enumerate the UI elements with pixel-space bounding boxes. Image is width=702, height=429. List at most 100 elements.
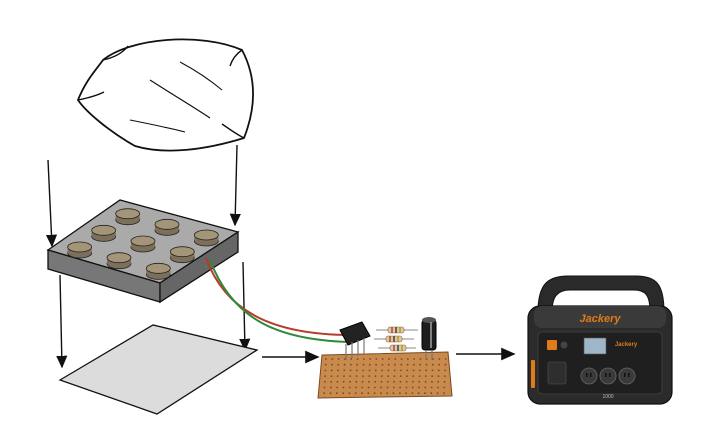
perfboard-hole [355,380,358,383]
perfboard-hole [330,380,332,383]
perfboard-hole [356,358,359,360]
perfboard-hole [424,392,426,395]
perfboard-hole [406,363,409,366]
perfboard [317,351,453,399]
perfboard-hole [443,386,446,389]
perfboard-hole [411,386,414,389]
perfboard-hole [443,392,445,395]
arrow-box-left [56,274,68,369]
perfboard-hole [337,369,339,372]
piezo-disc [145,262,171,280]
perfboard-hole [418,380,421,383]
perfboard-hole [386,386,389,389]
perfboard-hole [425,375,427,377]
perfboard-hole [356,369,358,372]
perfboard-hole [405,392,407,395]
station-outlet-3-icon [618,367,636,385]
perfboard-hole [400,358,403,360]
perfboard-hole [330,375,333,377]
perfboard-hole [432,358,434,360]
perfboard-hole [337,363,340,366]
perfboard-hole [443,375,446,377]
wire-red [205,257,353,336]
perfboard-hole [354,392,357,395]
box-front-right [159,230,239,304]
perfboard-hole [336,386,338,389]
piezo-disc [130,235,156,253]
perfboard-hole [412,375,415,377]
perfboard-hole [405,386,408,389]
station-dc-port [560,341,568,349]
perfboard-hole [425,363,428,366]
perfboard-hole [424,380,427,383]
perfboard-hole [419,363,422,366]
perfboard-hole [431,375,434,377]
perfboard-hole [367,386,370,389]
perfboard-hole [444,369,446,372]
perfboard-hole [444,363,447,366]
perfboard-hole [343,363,346,366]
perfboard-hole [405,380,408,383]
perfboard-holes [323,358,447,395]
perfboard-hole [393,380,395,383]
perfboard-hole [343,375,345,377]
perfboard-hole [362,363,365,366]
perfboard-hole [356,363,359,366]
perfboard-hole [331,363,333,366]
perfboard-hole [349,375,352,377]
perfboard-hole [437,380,440,383]
perfboard-hole [375,358,378,360]
piezo-disc [193,229,219,247]
perfboard-hole [394,363,396,366]
sensor-box [46,199,240,304]
perfboard-hole [361,392,363,395]
perfboard-hole [406,369,409,372]
perfboard-hole [374,369,377,372]
perfboard-hole [342,392,344,395]
perfboard-hole [413,358,416,360]
perfboard-hole [342,380,345,383]
perfboard-hole [330,369,333,372]
perfboard-hole [368,380,370,383]
perfboard-hole [362,358,365,360]
perfboard-hole [355,386,357,389]
power-station-icon: Jackery Jackery 1000 [527,275,673,405]
perfboard-hole [388,358,390,360]
perfboard-hole [393,369,396,372]
perfboard-hole [324,369,327,372]
perfboard-hole [368,369,371,372]
perfboard-hole [349,369,352,372]
perfboard-hole [381,363,384,366]
perfboard-hole [424,386,427,389]
perfboard-hole [394,358,397,360]
resistors [374,326,418,352]
perfboard-hole [437,375,440,377]
perfboard-hole [324,375,326,377]
perfboard-hole [438,358,441,360]
capacitor [421,317,437,360]
perfboard-hole [437,386,439,389]
perfboard-hole [323,380,326,383]
base-plate [58,324,259,415]
perfboard-hole [419,358,422,360]
station-brand-label: Jackery [580,313,622,325]
perfboard-hole [361,386,364,389]
perfboard-hole [343,369,346,372]
perfboard-hole [387,363,390,366]
perfboard-hole [430,386,433,389]
perfboard-hole [325,358,327,360]
perfboard-hole [348,392,351,395]
perfboard-hole [374,386,376,389]
perfboard-hole [329,392,332,395]
perfboard-hole [399,375,402,377]
perfboard-hole [438,363,440,366]
circuit-board-icon [317,317,453,399]
station-display [583,337,607,355]
perfboard-hole [381,369,383,372]
arrow-box-right [239,261,251,352]
perfboard-hole [425,369,428,372]
perfboard-hole [380,392,382,395]
station-usb-ports [547,361,567,385]
piezo-disc [67,241,93,259]
